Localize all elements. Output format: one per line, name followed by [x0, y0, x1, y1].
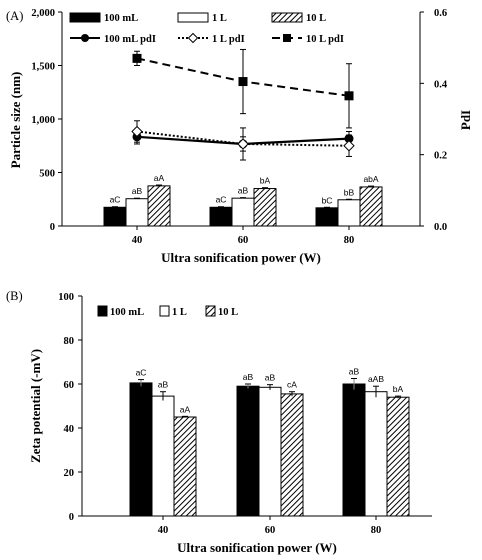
significance-label: aC — [110, 195, 121, 205]
x-axis-title: Ultra sonification power (W) — [161, 250, 321, 265]
y-tick-label: 100 — [58, 292, 74, 303]
y-axis-title: Zeta potential (-mV) — [28, 349, 43, 463]
bar — [364, 391, 388, 517]
significance-label: aB — [349, 367, 360, 377]
significance-label: aB — [132, 186, 143, 196]
significance-label: bA — [393, 384, 404, 394]
bar — [125, 198, 149, 227]
significance-label: aB — [265, 373, 276, 383]
y-tick-label: 80 — [64, 336, 75, 347]
significance-label: aB — [238, 186, 249, 196]
legend-marker — [283, 34, 291, 42]
x-tick-label: 40 — [132, 235, 143, 246]
legend-label: 1 L pdI — [212, 34, 245, 45]
series-line — [136, 130, 350, 147]
significance-label: bC — [322, 195, 333, 205]
bar — [236, 385, 260, 517]
y-right-tick-label: 0.4 — [434, 79, 448, 90]
legend-swatch — [271, 12, 303, 23]
y-tick-label: 2,000 — [31, 8, 55, 19]
x-tick-label: 80 — [344, 235, 355, 246]
y-right-tick-label: 0.2 — [434, 151, 447, 162]
data-point — [132, 53, 142, 63]
legend-label: 100 mL — [104, 13, 138, 24]
x-tick-label: 60 — [265, 525, 276, 536]
bar — [342, 383, 366, 517]
legend-label: 10 L — [218, 307, 238, 318]
legend-label: 1 L — [172, 307, 187, 318]
data-point — [238, 77, 248, 87]
legend-label: 1 L — [212, 13, 227, 24]
y-tick-label: 1,000 — [31, 115, 55, 126]
y-right-tick-label: 0.6 — [434, 8, 447, 19]
significance-label: aA — [154, 173, 165, 183]
legend-swatch — [69, 12, 101, 23]
legend-marker — [81, 34, 89, 42]
legend-label: 100 mL pdI — [104, 34, 156, 45]
bar — [258, 386, 282, 517]
bar — [337, 199, 361, 227]
significance-label: abA — [363, 174, 378, 184]
bar — [231, 197, 255, 227]
bar — [280, 393, 304, 517]
panel-a: (A) 0 500 1,000 1,500 2,000 0.0 0.2 0.4 0.6 40 60 80… — [6, 8, 473, 265]
y-axis-title: Particle size (nm) — [8, 72, 23, 169]
bar — [129, 382, 153, 517]
y-tick-label: 0 — [50, 222, 55, 233]
bar — [147, 185, 171, 227]
bar — [315, 207, 339, 227]
legend-swatch — [177, 12, 209, 23]
significance-label: aC — [216, 195, 227, 205]
legend-label: 100 mL — [110, 307, 144, 318]
y-right-tick-label: 0.0 — [434, 222, 447, 233]
data-point — [343, 140, 355, 152]
x-axis-title: Ultra sonification power (W) — [177, 540, 337, 555]
legend-swatch — [159, 305, 170, 317]
bar — [253, 188, 277, 227]
panel-b: (B) 0 20 40 60 80 100 40 60 80 aC aB aB aB aB aAB aA cA bA… — [6, 289, 432, 555]
legend-marker — [187, 32, 199, 44]
y-tick-label: 500 — [39, 169, 55, 180]
significance-label: aB — [158, 380, 169, 390]
y-tick-label: 60 — [64, 380, 75, 391]
data-point — [344, 91, 354, 101]
significance-label: bA — [260, 176, 271, 186]
data-point — [131, 125, 143, 138]
bar — [359, 186, 383, 227]
y-tick-label: 20 — [64, 468, 75, 479]
significance-label: aB — [243, 372, 254, 382]
y-tick-label: 1,500 — [31, 62, 55, 73]
y-tick-label: 40 — [64, 424, 75, 435]
y-right-axis-title: PdI — [458, 110, 473, 130]
legend-label: 10 L — [306, 13, 326, 24]
bar — [173, 416, 197, 517]
significance-label: cA — [287, 380, 297, 390]
x-tick-label: 80 — [371, 525, 382, 536]
legend-swatch — [205, 305, 216, 317]
significance-label: aC — [136, 368, 147, 378]
significance-label: bB — [344, 187, 355, 197]
significance-label: aA — [180, 404, 191, 414]
y-tick-label: 0 — [69, 512, 74, 523]
bar — [103, 206, 127, 227]
panel-label-a: (A) — [6, 9, 23, 23]
bar — [386, 396, 410, 517]
bar — [209, 206, 233, 227]
panel-label-b: (B) — [6, 289, 23, 303]
data-point — [237, 138, 249, 150]
x-tick-label: 60 — [238, 235, 249, 246]
significance-label: aAB — [368, 374, 384, 384]
legend-label: 10 L pdI — [306, 34, 344, 45]
legend-swatch — [97, 305, 108, 317]
bar — [151, 395, 175, 517]
x-tick-label: 40 — [158, 525, 169, 536]
